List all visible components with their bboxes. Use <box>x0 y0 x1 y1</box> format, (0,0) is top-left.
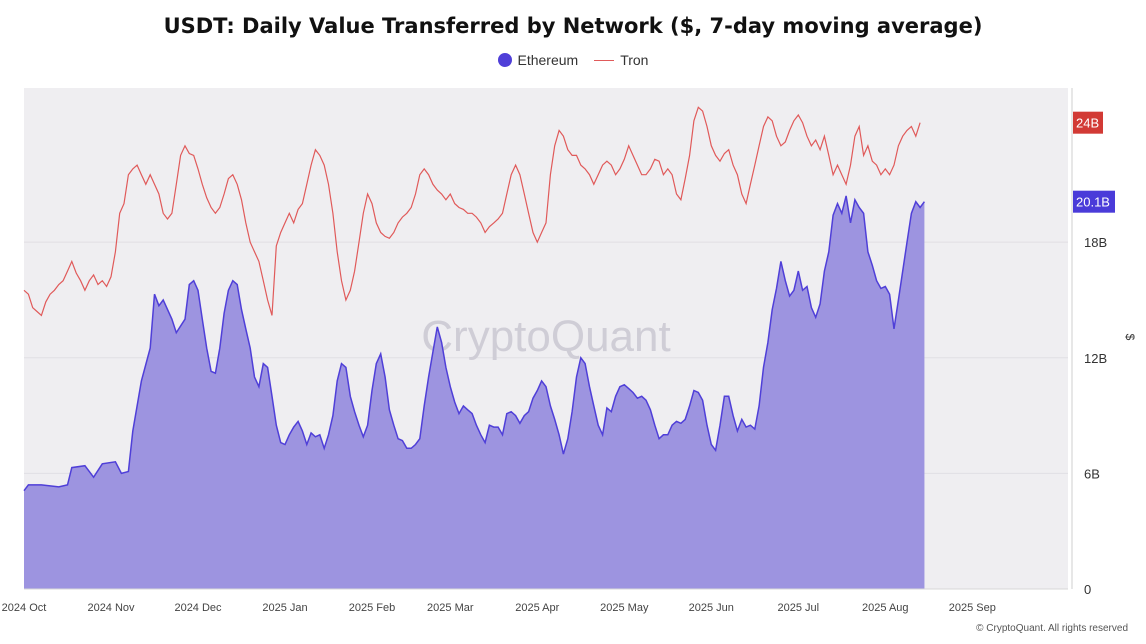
y-tick-label: 12B <box>1084 351 1107 366</box>
y-axis-label: $ <box>1123 334 1137 341</box>
series-line-tron <box>23 106 921 317</box>
x-tick-label: 2025 Sep <box>949 602 996 614</box>
series-line-ethereum <box>23 195 926 492</box>
watermark: CryptoQuant <box>421 312 670 361</box>
x-tick-label: 2024 Dec <box>174 602 222 614</box>
chart-legend: Ethereum Tron <box>0 52 1146 68</box>
y-tick-label: 0 <box>1084 582 1091 597</box>
last-value-marker <box>1073 111 1103 134</box>
chart-title: USDT: Daily Value Transferred by Network… <box>163 14 983 38</box>
last-value-label: 24B <box>1076 116 1099 131</box>
x-tick-label: 2025 Jul <box>778 602 820 614</box>
last-value-marker <box>1073 190 1115 213</box>
series-area-ethereum <box>24 195 925 589</box>
x-tick-label: 2025 Aug <box>862 602 909 614</box>
legend-swatch-ethereum <box>497 53 512 67</box>
y-tick-label: 18B <box>1084 235 1107 250</box>
copyright-credit: © CryptoQuant. All rights reserved <box>976 623 1128 634</box>
legend-item-tron[interactable]: Tron <box>594 52 648 68</box>
x-tick-label: 2025 Apr <box>515 602 559 614</box>
x-tick-label: 2025 May <box>600 602 649 614</box>
x-tick-label: 2024 Nov <box>87 602 135 614</box>
x-tick-label: 2025 Jan <box>262 602 307 614</box>
legend-swatch-tron <box>594 59 615 61</box>
x-tick-label: 2025 Mar <box>427 602 474 614</box>
legend-label-tron: Tron <box>620 52 649 68</box>
legend-label-ethereum: Ethereum <box>517 52 579 68</box>
x-tick-label: 2024 Oct <box>2 602 47 614</box>
x-tick-label: 2025 Jun <box>689 602 734 614</box>
x-tick-label: 2025 Feb <box>349 602 395 614</box>
y-tick-label: 6B <box>1084 466 1100 481</box>
last-value-label: 20.1B <box>1076 195 1110 210</box>
legend-item-ethereum[interactable]: Ethereum <box>497 52 579 68</box>
